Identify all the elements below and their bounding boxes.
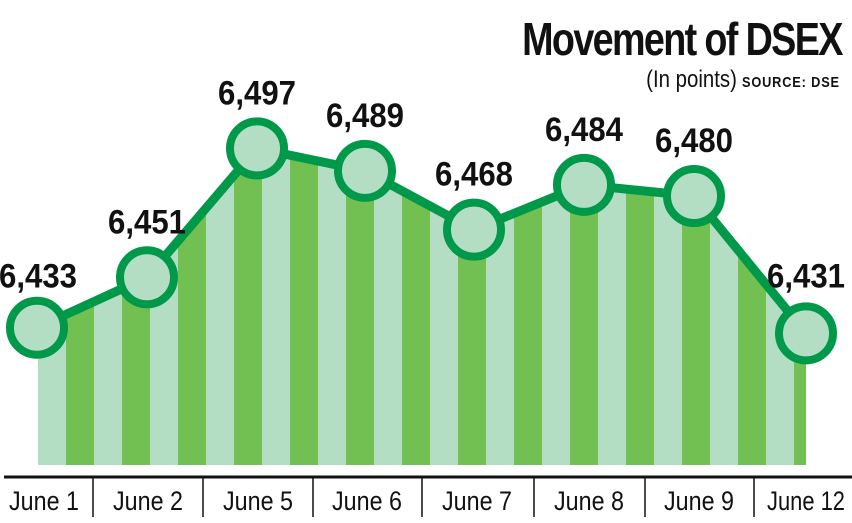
area-stripe — [234, 148, 262, 465]
area-stripe — [374, 148, 402, 465]
area-stripe — [318, 148, 346, 465]
data-label: 6,484 — [545, 111, 623, 149]
data-point — [226, 117, 288, 180]
data-label: 6,431 — [767, 257, 845, 295]
unit-label: (In points) — [646, 66, 737, 93]
source-label: SOURCE: DSE — [742, 74, 840, 91]
data-point — [334, 139, 396, 202]
data-label: 6,468 — [435, 156, 513, 194]
area-stripe — [262, 148, 290, 465]
x-tick-label: June 5 — [223, 486, 293, 516]
data-label: 6,489 — [326, 97, 404, 135]
x-tick-label: June 12 — [767, 486, 845, 516]
data-label: 6,451 — [108, 203, 186, 241]
area-stripe — [542, 148, 570, 465]
area-stripe — [178, 148, 206, 465]
data-point — [663, 165, 725, 228]
chart-subtitle: (In points) SOURCE: DSE — [646, 66, 840, 94]
area-stripe — [290, 148, 318, 465]
data-label: 6,433 — [0, 258, 77, 296]
x-tick-label: June 8 — [554, 486, 624, 516]
data-label: 6,497 — [218, 74, 296, 112]
data-point — [775, 302, 837, 365]
area-stripe — [402, 148, 430, 465]
x-tick-label: June 1 — [9, 486, 79, 516]
data-point — [553, 153, 615, 216]
area-stripe — [626, 148, 654, 465]
x-tick-label: June 7 — [442, 486, 512, 516]
x-tick-label: June 6 — [332, 486, 402, 516]
data-point — [443, 198, 505, 261]
data-point — [6, 296, 68, 359]
x-tick-label: June 2 — [113, 486, 183, 516]
x-tick-label: June 9 — [664, 486, 734, 516]
data-point — [116, 246, 178, 309]
area-stripe — [598, 148, 626, 465]
chart-title: Movement of DSEX — [522, 13, 843, 65]
data-label: 6,480 — [655, 122, 733, 160]
area-stripe — [514, 148, 542, 465]
